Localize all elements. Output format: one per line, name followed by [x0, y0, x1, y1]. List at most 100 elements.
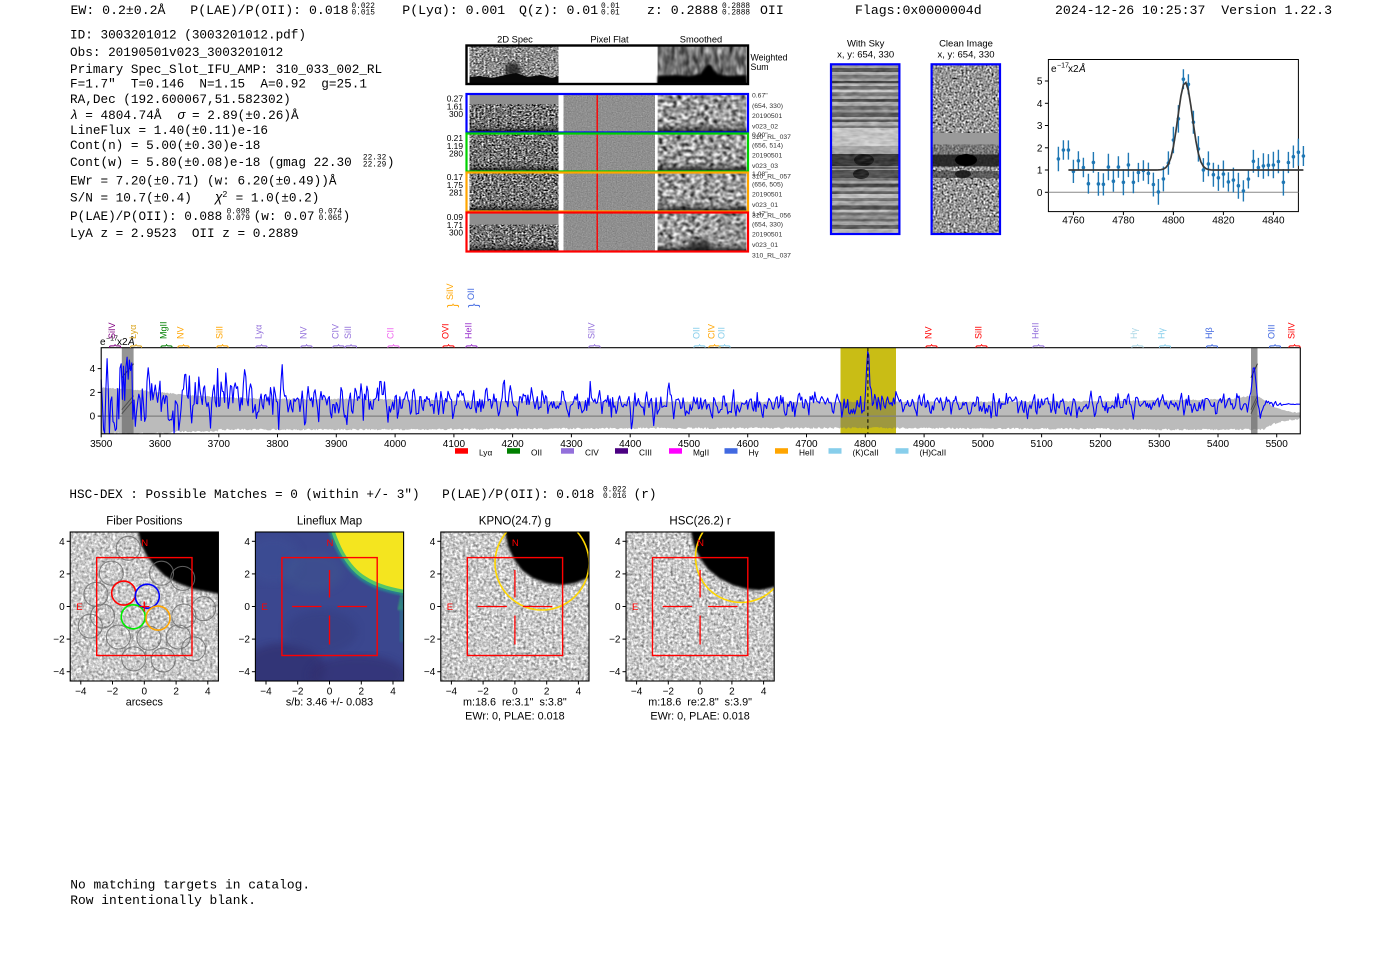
svg-text:Å: Å [1078, 62, 1086, 75]
svg-text:{: { [1131, 344, 1145, 348]
svg-text:x2: x2 [1068, 64, 1079, 75]
svg-text:{: { [975, 344, 989, 348]
svg-text:Smoothed: Smoothed [680, 35, 722, 45]
svg-text:4200: 4200 [501, 439, 524, 450]
svg-text:1.08": 1.08" [752, 171, 768, 178]
svg-text:4: 4 [390, 687, 396, 698]
svg-text:0.074: 0.074 [319, 209, 343, 217]
svg-text:{: { [1288, 344, 1302, 348]
svg-text:{: { [468, 303, 482, 307]
svg-text:−17: −17 [1057, 63, 1069, 70]
svg-text:Cont(w) = 5.80(±0.08)e-18 (gma: Cont(w) = 5.80(±0.08)e-18 (gmag 22.30 [70, 155, 352, 170]
svg-text:σ: σ [178, 107, 187, 122]
svg-text:(K)CaII: (K)CaII [853, 447, 879, 457]
svg-text:−4: −4 [446, 687, 458, 698]
svg-text:0.27: 0.27 [447, 94, 464, 104]
svg-text:2: 2 [359, 687, 365, 698]
svg-text:{: { [387, 344, 401, 348]
svg-text:OII: OII [760, 3, 784, 18]
svg-text:5500: 5500 [1266, 439, 1289, 450]
svg-text:−17: −17 [106, 336, 118, 343]
svg-text:ID: 3003201012 (3003201012.pdf: ID: 3003201012 (3003201012.pdf) [70, 28, 306, 43]
svg-text:0.21: 0.21 [447, 133, 464, 143]
svg-text:{: { [177, 344, 191, 348]
svg-text:{: { [1158, 344, 1172, 348]
svg-text:4780: 4780 [1112, 216, 1135, 227]
svg-text:{: { [465, 344, 479, 348]
svg-text:0.2888: 0.2888 [722, 10, 750, 18]
svg-text:EW: 0.2±0.2Å: EW: 0.2±0.2Å [71, 3, 166, 18]
svg-text:20190501: 20190501 [752, 192, 782, 199]
svg-text:Row intentionally blank.: Row intentionally blank. [70, 893, 256, 908]
svg-text:EWr = 7.20(±0.71) (w: 6.20(±0.: EWr = 7.20(±0.71) (w: 6.20(±0.49))Å [70, 174, 337, 189]
svg-text:OII: OII [716, 327, 726, 339]
svg-text:22.32: 22.32 [363, 155, 387, 163]
svg-text:4: 4 [244, 537, 250, 548]
svg-text:4: 4 [615, 537, 621, 548]
svg-text:−4: −4 [238, 667, 250, 678]
svg-text:−4: −4 [424, 667, 436, 678]
svg-text:4500: 4500 [678, 439, 701, 450]
svg-text:0: 0 [697, 687, 703, 698]
svg-text:λ: λ [70, 107, 77, 122]
svg-text:Clean Image: Clean Image [939, 39, 993, 50]
svg-text:2: 2 [244, 569, 250, 580]
svg-text:1: 1 [1037, 166, 1043, 177]
svg-text:0: 0 [512, 687, 518, 698]
svg-text:Hγ: Hγ [749, 447, 760, 457]
svg-text:−2: −2 [238, 635, 250, 646]
svg-text:χ: χ [214, 190, 223, 205]
svg-text:N: N [697, 538, 704, 549]
svg-text:0: 0 [615, 602, 621, 613]
svg-text:−4: −4 [53, 667, 65, 678]
svg-text:s/b: 3.46 +/- 0.083: s/b: 3.46 +/- 0.083 [286, 696, 373, 708]
svg-text:1.19: 1.19 [447, 141, 464, 151]
svg-text:HeII: HeII [463, 322, 473, 339]
svg-text:{: { [160, 344, 174, 348]
svg-text:0.90": 0.90" [752, 132, 768, 139]
svg-text:RA,Dec (192.600067,51.582302): RA,Dec (192.600067,51.582302) [70, 92, 291, 107]
svg-text:{: { [588, 344, 602, 348]
svg-text:(r): (r) [626, 487, 656, 502]
svg-text:EWr: 0, PLAE: 0.018: EWr: 0, PLAE: 0.018 [650, 711, 749, 723]
svg-text:= 4804.74Å: = 4804.74Å [85, 108, 162, 123]
svg-text:−4: −4 [75, 687, 87, 698]
svg-text:P(LAE)/P(OII): 0.018: P(LAE)/P(OII): 0.018 [190, 3, 348, 18]
svg-text:{: { [1032, 344, 1046, 348]
svg-text:Weighted: Weighted [751, 53, 788, 63]
svg-text:300: 300 [449, 109, 463, 119]
svg-text:m:18.6 re:3.1" s:3.8": m:18.6 re:3.1" s:3.8" [463, 696, 567, 708]
svg-text:{: { [1206, 344, 1220, 348]
svg-text:4600: 4600 [737, 439, 760, 450]
svg-text:SiIV: SiIV [107, 322, 117, 339]
svg-text:2: 2 [729, 687, 735, 698]
svg-text:5000: 5000 [972, 439, 995, 450]
svg-text:SiII: SiII [343, 326, 353, 339]
svg-text:20190501: 20190501 [752, 113, 782, 120]
svg-text:N: N [327, 538, 334, 549]
svg-text:x2: x2 [117, 337, 128, 348]
svg-text:2: 2 [544, 687, 550, 698]
svg-text:Cont(n) = 5.00(±0.30)e-18: Cont(n) = 5.00(±0.30)e-18 [70, 138, 260, 153]
svg-text:20190501: 20190501 [752, 232, 782, 239]
svg-text:v023_03: v023_03 [752, 163, 778, 170]
svg-text:Å: Å [127, 335, 135, 348]
svg-text:0.016: 0.016 [603, 493, 627, 501]
svg-text:0.022: 0.022 [352, 3, 376, 11]
svg-text:HeII: HeII [1030, 322, 1040, 339]
svg-text:SiIV: SiIV [445, 283, 455, 300]
svg-text:20190501: 20190501 [752, 153, 782, 160]
svg-text:−2: −2 [292, 687, 304, 698]
svg-text:4800: 4800 [854, 439, 877, 450]
svg-text:4900: 4900 [913, 439, 936, 450]
svg-text:−4: −4 [260, 687, 272, 698]
svg-text:−2: −2 [424, 635, 436, 646]
svg-text:With Sky: With Sky [847, 39, 885, 50]
svg-text:3500: 3500 [90, 439, 113, 450]
svg-text:4: 4 [90, 364, 96, 375]
svg-text:{: { [332, 344, 346, 348]
svg-text:4: 4 [205, 687, 211, 698]
svg-text:5300: 5300 [1148, 439, 1171, 450]
svg-text:v023_02: v023_02 [752, 124, 778, 131]
svg-text:−2: −2 [107, 687, 119, 698]
